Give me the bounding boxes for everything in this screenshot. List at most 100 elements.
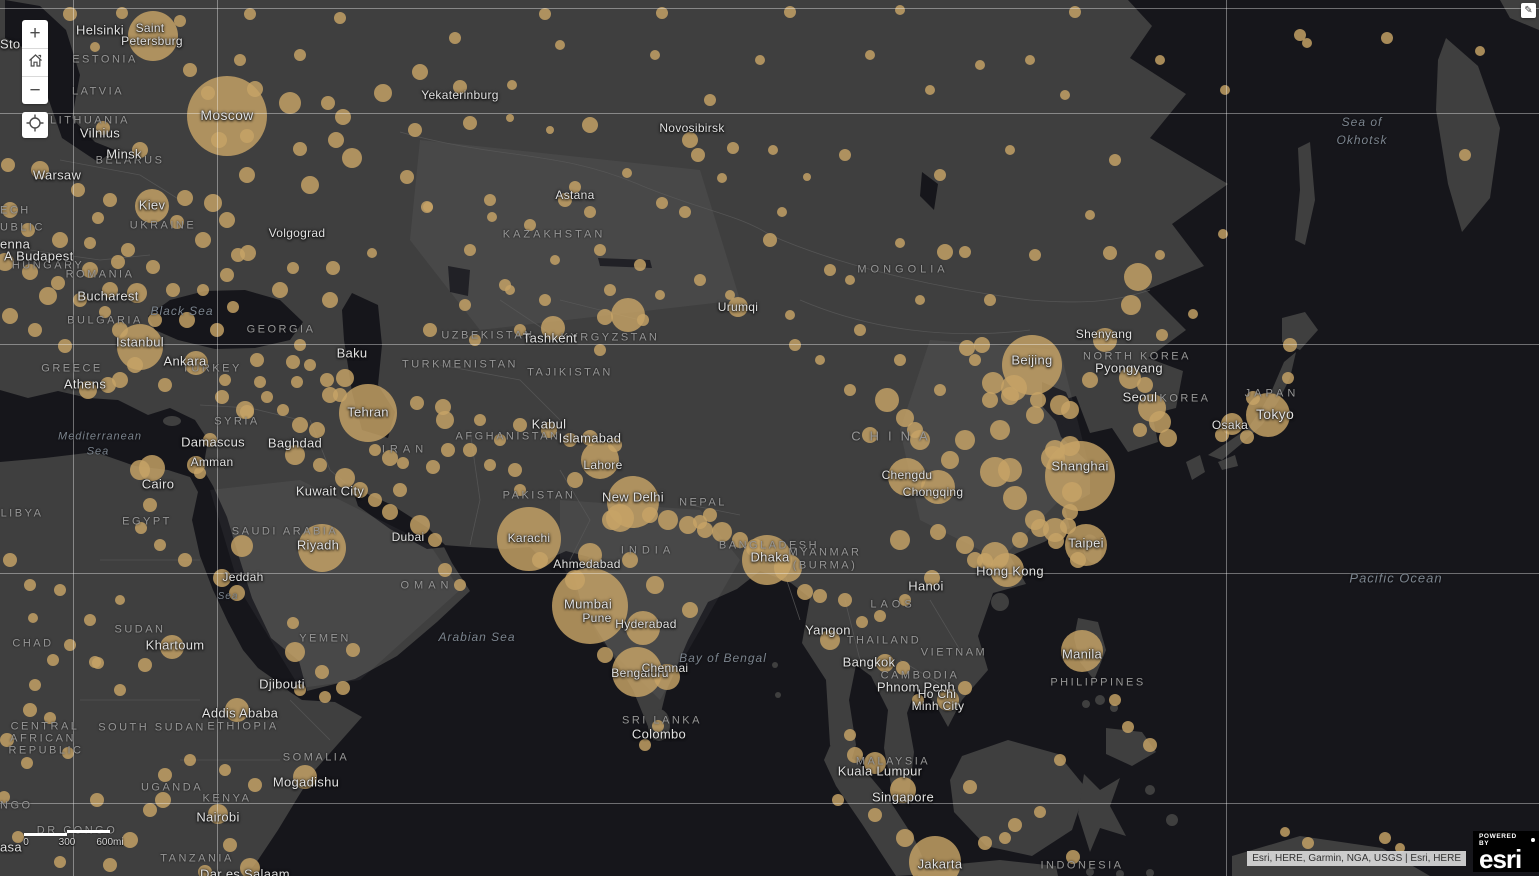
city-population-bubble[interactable]	[208, 804, 228, 824]
city-population-bubble[interactable]	[474, 414, 486, 426]
city-population-bubble[interactable]	[487, 212, 497, 222]
city-population-bubble[interactable]	[1121, 295, 1141, 315]
city-population-bubble[interactable]	[639, 739, 651, 751]
city-population-bubble[interactable]	[1246, 393, 1290, 437]
city-population-bubble[interactable]	[29, 679, 41, 691]
city-population-bubble[interactable]	[1220, 85, 1230, 95]
city-population-bubble[interactable]	[494, 434, 506, 446]
city-population-bubble[interactable]	[958, 681, 972, 695]
city-population-bubble[interactable]	[934, 384, 946, 396]
city-population-bubble[interactable]	[31, 161, 49, 179]
city-population-bubble[interactable]	[254, 376, 266, 388]
city-population-bubble[interactable]	[52, 232, 68, 248]
city-population-bubble[interactable]	[1246, 391, 1260, 405]
city-population-bubble[interactable]	[115, 595, 125, 605]
city-population-bubble[interactable]	[602, 510, 622, 530]
city-population-bubble[interactable]	[578, 543, 602, 567]
city-population-bubble[interactable]	[103, 858, 117, 872]
city-population-bubble[interactable]	[102, 282, 118, 298]
city-population-bubble[interactable]	[682, 132, 698, 148]
city-population-bubble[interactable]	[143, 498, 157, 512]
city-population-bubble[interactable]	[896, 409, 914, 427]
city-population-bubble[interactable]	[594, 344, 606, 356]
city-population-bubble[interactable]	[912, 694, 924, 706]
city-population-bubble[interactable]	[240, 858, 260, 876]
city-population-bubble[interactable]	[464, 244, 476, 256]
esri-logo[interactable]: POWERED BY esri	[1473, 831, 1539, 872]
city-population-bubble[interactable]	[247, 81, 263, 97]
city-population-bubble[interactable]	[1034, 806, 1046, 818]
city-population-bubble[interactable]	[1124, 263, 1152, 291]
city-population-bubble[interactable]	[682, 602, 698, 618]
city-population-bubble[interactable]	[453, 80, 467, 94]
city-population-bubble[interactable]	[315, 665, 329, 679]
city-population-bubble[interactable]	[132, 142, 148, 158]
city-population-bubble[interactable]	[895, 5, 905, 15]
city-population-bubble[interactable]	[876, 654, 894, 672]
city-population-bubble[interactable]	[569, 181, 581, 193]
city-population-bubble[interactable]	[888, 458, 926, 496]
city-population-bubble[interactable]	[319, 691, 331, 703]
city-population-bubble[interactable]	[508, 463, 522, 477]
city-population-bubble[interactable]	[223, 838, 237, 852]
city-population-bubble[interactable]	[813, 589, 827, 603]
city-population-bubble[interactable]	[367, 248, 377, 258]
city-population-bubble[interactable]	[114, 684, 126, 696]
city-population-bubble[interactable]	[1282, 372, 1294, 384]
city-population-bubble[interactable]	[844, 384, 856, 396]
city-population-bubble[interactable]	[225, 698, 249, 722]
city-population-bubble[interactable]	[815, 355, 825, 365]
city-population-bubble[interactable]	[977, 553, 993, 569]
city-population-bubble[interactable]	[717, 173, 727, 183]
city-population-bubble[interactable]	[959, 340, 975, 356]
city-population-bubble[interactable]	[412, 64, 428, 80]
city-population-bubble[interactable]	[28, 613, 38, 623]
city-population-bubble[interactable]	[844, 729, 856, 741]
city-population-bubble[interactable]	[408, 123, 422, 137]
city-population-bubble[interactable]	[441, 443, 455, 457]
city-population-bubble[interactable]	[1061, 630, 1103, 672]
city-population-bubble[interactable]	[1001, 387, 1019, 405]
city-population-bubble[interactable]	[121, 243, 135, 257]
city-population-bubble[interactable]	[868, 808, 882, 822]
city-population-bubble[interactable]	[982, 372, 1004, 394]
city-population-bubble[interactable]	[99, 306, 111, 318]
city-population-bubble[interactable]	[346, 643, 360, 657]
city-population-bubble[interactable]	[845, 275, 855, 285]
city-population-bubble[interactable]	[84, 237, 96, 249]
city-population-bubble[interactable]	[195, 232, 211, 248]
city-population-bubble[interactable]	[1381, 32, 1393, 44]
city-population-bubble[interactable]	[183, 63, 197, 77]
city-population-bubble[interactable]	[937, 244, 953, 260]
city-population-bubble[interactable]	[1029, 249, 1041, 261]
city-population-bubble[interactable]	[703, 508, 717, 522]
city-population-bubble[interactable]	[100, 377, 116, 393]
city-population-bubble[interactable]	[58, 339, 72, 353]
city-population-bubble[interactable]	[449, 32, 461, 44]
city-population-bubble[interactable]	[313, 458, 327, 472]
city-population-bubble[interactable]	[582, 117, 598, 133]
city-population-bubble[interactable]	[286, 355, 300, 369]
city-population-bubble[interactable]	[219, 374, 231, 386]
city-population-bubble[interactable]	[925, 85, 935, 95]
city-population-bubble[interactable]	[712, 522, 732, 542]
city-population-bubble[interactable]	[896, 661, 910, 675]
city-population-bubble[interactable]	[896, 829, 914, 847]
city-population-bubble[interactable]	[294, 684, 306, 696]
city-population-bubble[interactable]	[342, 148, 362, 168]
city-population-bubble[interactable]	[1109, 694, 1121, 706]
city-population-bubble[interactable]	[984, 294, 996, 306]
city-population-bubble[interactable]	[47, 654, 59, 666]
city-population-bubble[interactable]	[92, 212, 104, 224]
city-population-bubble[interactable]	[539, 8, 551, 20]
city-population-bubble[interactable]	[934, 169, 946, 181]
city-population-bubble[interactable]	[400, 170, 414, 184]
city-population-bubble[interactable]	[382, 450, 398, 466]
city-population-bubble[interactable]	[73, 293, 87, 307]
city-population-bubble[interactable]	[128, 11, 178, 61]
city-population-bubble[interactable]	[1085, 210, 1095, 220]
city-population-bubble[interactable]	[1294, 29, 1306, 41]
city-population-bubble[interactable]	[3, 553, 17, 567]
city-population-bubble[interactable]	[930, 524, 946, 540]
